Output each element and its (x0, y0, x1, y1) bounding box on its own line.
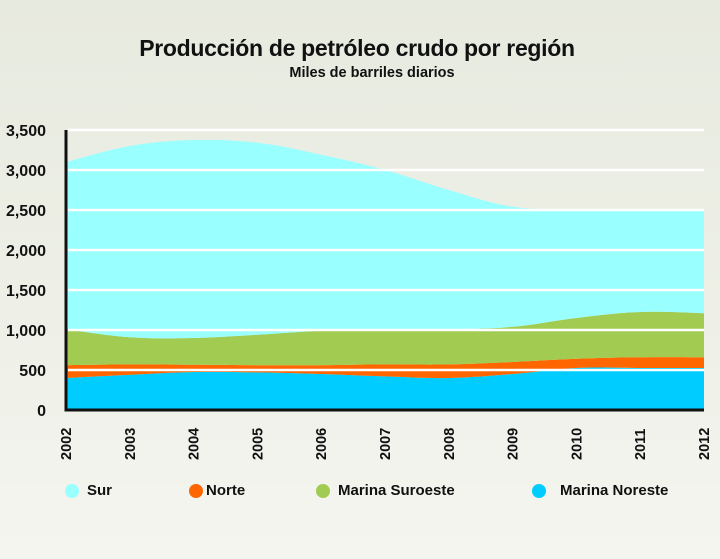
legend-label-sur: Sur (87, 482, 113, 499)
legend-item-marina-suroeste[interactable]: Marina Suroeste (316, 482, 455, 499)
legend-label-marina-suroeste: Marina Suroeste (338, 482, 455, 499)
y-tick-label: 2,000 (6, 243, 46, 260)
x-tick-label: 2003 (123, 428, 139, 460)
legend-item-norte[interactable]: Norte (189, 482, 245, 499)
chart-title-text: Producción de petróleo crudo por región (139, 35, 575, 61)
legend-swatch-sur (65, 483, 79, 498)
x-tick-label: 2008 (442, 428, 458, 460)
area-layers (66, 139, 704, 410)
x-tick-label: 2011 (633, 429, 649, 460)
x-axis-ticks: 2002 2003 2004 2005 2006 2007 2008 2009 2010 2011… (59, 428, 713, 460)
legend-label-norte: Norte (206, 482, 246, 499)
chart-title: Producción de petróleo crudo por región (0, 35, 720, 62)
area-marina-suroeste (66, 311, 704, 366)
legend-swatch-norte (189, 483, 203, 498)
x-tick-label: 2005 (250, 428, 266, 460)
legend-swatch-marina-suroeste (316, 483, 330, 498)
legend: Sur Norte Marina Suroeste Marina Noreste (0, 482, 720, 506)
x-tick-label: 2006 (314, 428, 330, 460)
x-tick-label: 2009 (506, 428, 522, 460)
legend-label-marina-noreste: Marina Noreste (560, 482, 669, 499)
y-tick-label: 2,500 (6, 203, 46, 220)
y-tick-label: 1,000 (6, 323, 46, 340)
y-tick-label: 3,000 (6, 163, 46, 180)
legend-swatch-marina-noreste (532, 483, 546, 498)
area-norte (66, 357, 704, 379)
gridlines (68, 128, 704, 372)
chart-subtitle: Miles de barriles diarios (0, 65, 720, 81)
area-marina-noreste (66, 367, 704, 410)
y-tick-label: 0 (37, 403, 46, 420)
y-tick-label: 3,500 (6, 123, 46, 140)
area-sur (66, 139, 704, 339)
y-axis-ticks: 0 500 1,000 1,500 2,000 2,500 3,000 3,500 (6, 123, 46, 420)
legend-item-marina-noreste[interactable]: Marina Noreste (532, 482, 668, 499)
chart-subtitle-text: Miles de barriles diarios (289, 65, 455, 81)
y-tick-label: 500 (19, 363, 46, 380)
x-tick-label: 2012 (697, 428, 713, 460)
x-tick-label: 2010 (569, 428, 585, 460)
y-tick-label: 1,500 (6, 283, 46, 300)
legend-item-sur[interactable]: Sur (65, 482, 112, 499)
x-tick-label: 2007 (378, 428, 394, 460)
x-tick-label: 2004 (187, 428, 203, 460)
x-tick-label: 2002 (59, 428, 75, 460)
